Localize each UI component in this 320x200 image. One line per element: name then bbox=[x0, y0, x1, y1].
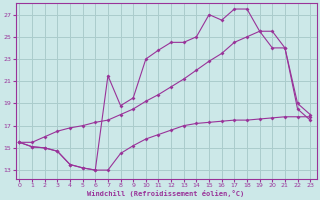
X-axis label: Windchill (Refroidissement éolien,°C): Windchill (Refroidissement éolien,°C) bbox=[87, 190, 245, 197]
